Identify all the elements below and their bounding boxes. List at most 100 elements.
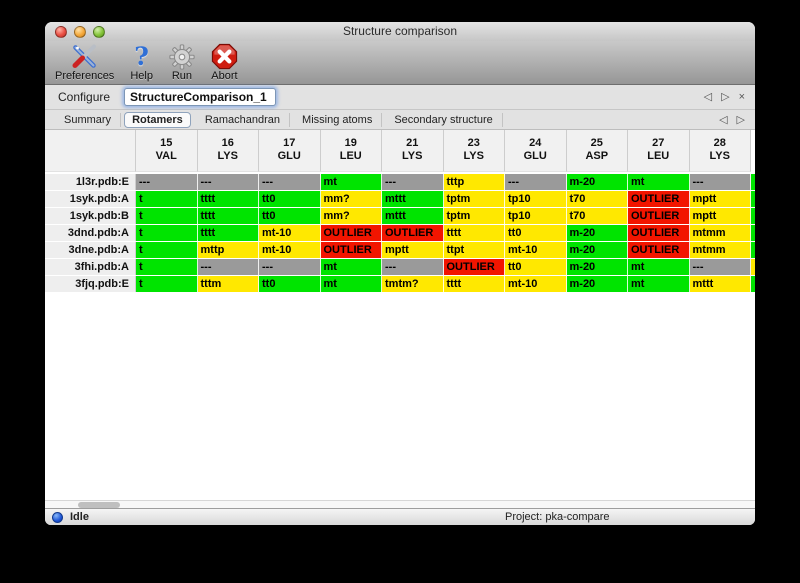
- table-cell[interactable]: mttp: [197, 242, 259, 258]
- table-cell[interactable]: ---: [689, 259, 751, 275]
- table-cell[interactable]: t70: [566, 191, 628, 207]
- table-cell[interactable]: t: [136, 242, 198, 258]
- table-cell-partial[interactable]: [751, 259, 755, 275]
- table-cell[interactable]: t: [136, 259, 198, 275]
- table-cell[interactable]: mttt: [382, 208, 444, 224]
- table-cell[interactable]: ---: [136, 174, 198, 190]
- table-cell[interactable]: ---: [689, 174, 751, 190]
- table-cell[interactable]: tttm: [197, 276, 259, 292]
- table-cell[interactable]: tp10: [505, 191, 567, 207]
- table-cell[interactable]: tmtm?: [382, 276, 444, 292]
- table-cell[interactable]: mttt: [382, 191, 444, 207]
- table-cell[interactable]: ---: [197, 174, 259, 190]
- table-cell[interactable]: tt0: [259, 276, 321, 292]
- tab-secondary-structure[interactable]: Secondary structure: [385, 112, 503, 127]
- table-cell[interactable]: OUTLIER: [320, 242, 382, 258]
- table-cell-partial[interactable]: [751, 276, 755, 292]
- table-cell[interactable]: t: [136, 191, 198, 207]
- table-cell[interactable]: OUTLIER: [628, 208, 690, 224]
- table-cell[interactable]: tptm: [443, 191, 505, 207]
- close-window-button[interactable]: [55, 26, 67, 38]
- table-cell[interactable]: mt-10: [259, 225, 321, 241]
- table-cell[interactable]: m-20: [566, 242, 628, 258]
- help-button[interactable]: ? Help: [130, 43, 153, 82]
- table-cell[interactable]: tttt: [443, 225, 505, 241]
- table-cell[interactable]: ---: [259, 259, 321, 275]
- table-cell[interactable]: mt: [320, 276, 382, 292]
- row-label[interactable]: 3dne.pdb:A: [45, 242, 136, 258]
- table-cell-partial[interactable]: [751, 191, 755, 207]
- row-label[interactable]: 1syk.pdb:B: [45, 208, 136, 224]
- table-cell[interactable]: tttt: [197, 191, 259, 207]
- table-cell-partial[interactable]: [751, 208, 755, 224]
- table-cell[interactable]: mm?: [320, 208, 382, 224]
- row-label[interactable]: 1syk.pdb:A: [45, 191, 136, 207]
- table-cell[interactable]: ---: [197, 259, 259, 275]
- table-cell[interactable]: tt0: [505, 259, 567, 275]
- table-cell[interactable]: mptt: [382, 242, 444, 258]
- table-cell[interactable]: ---: [505, 174, 567, 190]
- row-label[interactable]: 3fjq.pdb:E: [45, 276, 136, 292]
- table-cell[interactable]: tttt: [197, 208, 259, 224]
- table-cell[interactable]: mptt: [689, 208, 751, 224]
- table-cell-partial[interactable]: [751, 225, 755, 241]
- table-cell[interactable]: mtmm: [689, 225, 751, 241]
- table-cell[interactable]: ---: [382, 259, 444, 275]
- table-cell[interactable]: OUTLIER: [443, 259, 505, 275]
- table-cell[interactable]: tt0: [259, 191, 321, 207]
- table-cell[interactable]: t: [136, 208, 198, 224]
- row-label[interactable]: 3fhi.pdb:A: [45, 259, 136, 275]
- table-cell[interactable]: m-20: [566, 259, 628, 275]
- row-label[interactable]: 1l3r.pdb:E: [45, 174, 136, 190]
- table-cell[interactable]: m-20: [566, 276, 628, 292]
- abort-button[interactable]: Abort: [211, 43, 238, 82]
- configure-name-input[interactable]: [124, 88, 277, 106]
- configure-forward-icon[interactable]: ▷: [721, 90, 730, 103]
- preferences-button[interactable]: Preferences: [55, 43, 114, 82]
- table-cell[interactable]: mttt: [689, 276, 751, 292]
- tab-ramachandran[interactable]: Ramachandran: [196, 112, 291, 127]
- table-cell[interactable]: mm?: [320, 191, 382, 207]
- table-cell[interactable]: mt: [628, 174, 690, 190]
- row-label[interactable]: 3dnd.pdb:A: [45, 225, 136, 241]
- table-cell-partial[interactable]: [751, 174, 755, 190]
- table-cell[interactable]: mt-10: [505, 276, 567, 292]
- table-cell[interactable]: mt-10: [259, 242, 321, 258]
- table-cell[interactable]: OUTLIER: [628, 191, 690, 207]
- table-cell[interactable]: t70: [566, 208, 628, 224]
- table-cell[interactable]: ---: [259, 174, 321, 190]
- table-cell[interactable]: OUTLIER: [382, 225, 444, 241]
- table-cell[interactable]: OUTLIER: [628, 242, 690, 258]
- table-cell[interactable]: m-20: [566, 174, 628, 190]
- configure-back-icon[interactable]: ◁: [703, 90, 713, 103]
- table-cell[interactable]: tt0: [259, 208, 321, 224]
- table-cell[interactable]: t: [136, 225, 198, 241]
- tabs-back-icon[interactable]: ◁: [719, 113, 728, 126]
- table-cell[interactable]: tttp: [443, 174, 505, 190]
- tabs-forward-icon[interactable]: ▷: [736, 113, 745, 126]
- scrollbar-thumb[interactable]: [78, 502, 120, 508]
- zoom-window-button[interactable]: [93, 26, 105, 38]
- table-cell[interactable]: tttt: [443, 276, 505, 292]
- table-cell[interactable]: mptt: [689, 191, 751, 207]
- tab-rotamers[interactable]: Rotamers: [124, 111, 191, 128]
- table-cell[interactable]: ttpt: [443, 242, 505, 258]
- table-cell[interactable]: tp10: [505, 208, 567, 224]
- table-cell[interactable]: tttt: [197, 225, 259, 241]
- table-cell[interactable]: ---: [382, 174, 444, 190]
- table-cell[interactable]: OUTLIER: [320, 225, 382, 241]
- configure-close-icon[interactable]: ×: [738, 90, 745, 103]
- table-cell[interactable]: tt0: [505, 225, 567, 241]
- run-button[interactable]: Run: [169, 43, 195, 82]
- table-cell[interactable]: mt-10: [505, 242, 567, 258]
- table-cell[interactable]: t: [136, 276, 198, 292]
- table-cell-partial[interactable]: [751, 242, 755, 258]
- tab-missing-atoms[interactable]: Missing atoms: [293, 112, 383, 127]
- table-cell[interactable]: mt: [628, 276, 690, 292]
- table-cell[interactable]: m-20: [566, 225, 628, 241]
- table-cell[interactable]: tptm: [443, 208, 505, 224]
- table-cell[interactable]: mt: [628, 259, 690, 275]
- table-cell[interactable]: mt: [320, 259, 382, 275]
- table-cell[interactable]: mt: [320, 174, 382, 190]
- horizontal-scrollbar[interactable]: [45, 500, 755, 508]
